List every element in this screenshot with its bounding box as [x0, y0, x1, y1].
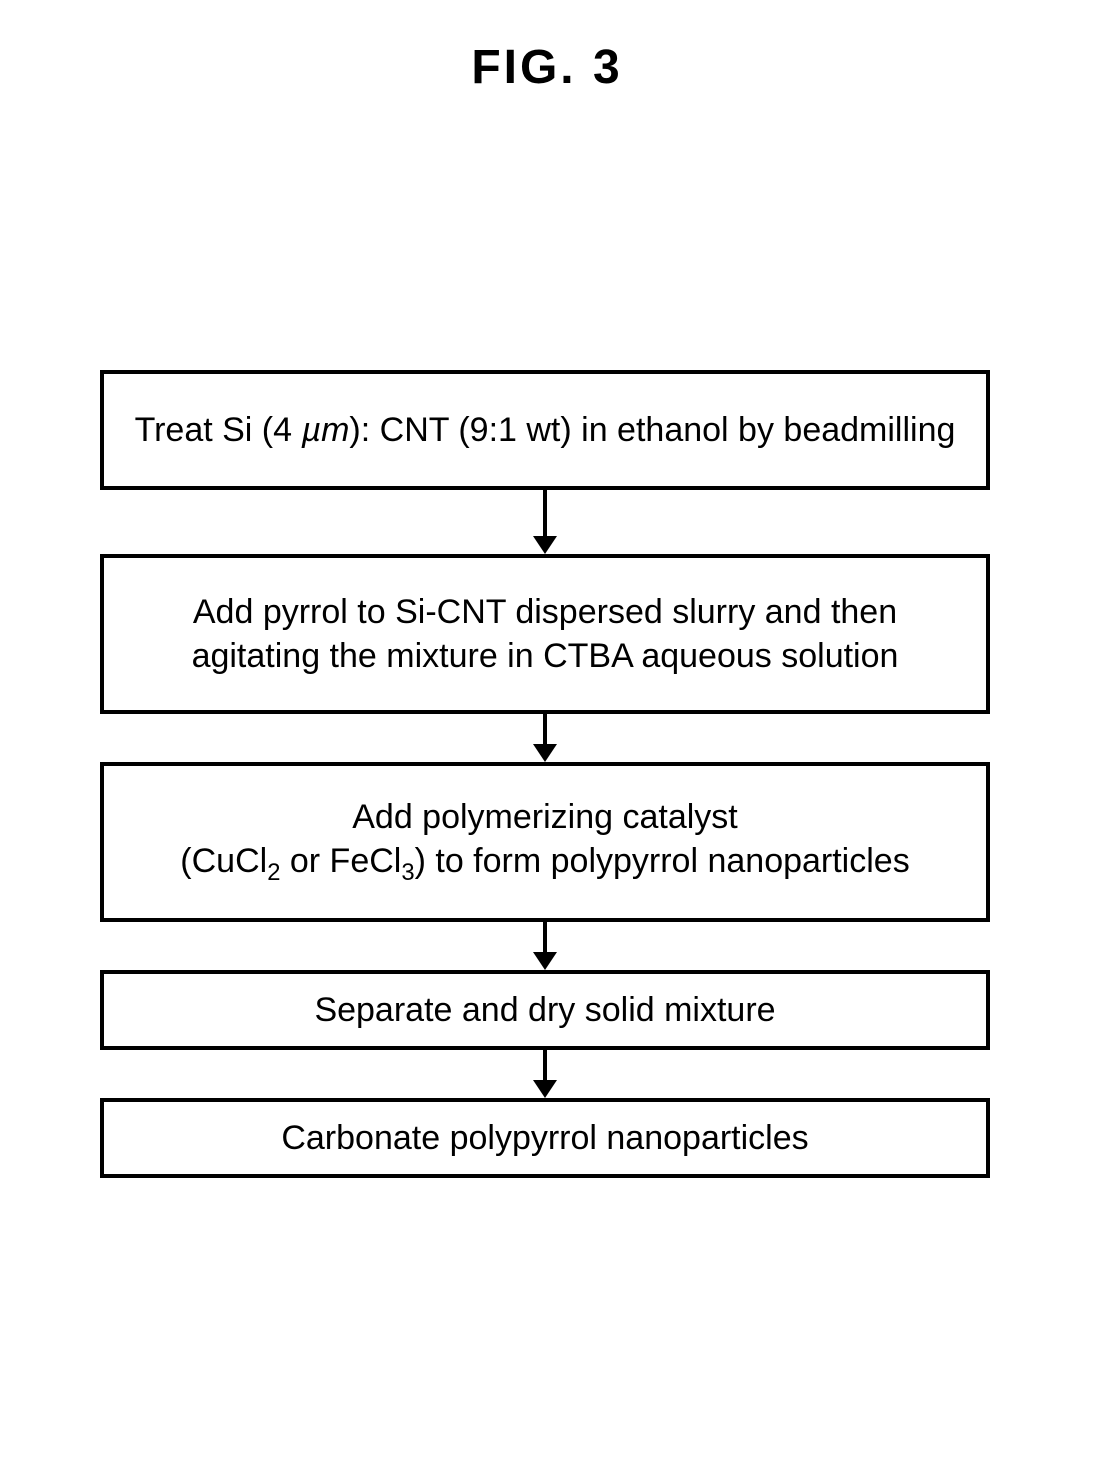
arrow-1-head	[533, 536, 557, 554]
arrow-4-head	[533, 1080, 557, 1098]
step3-sub1: 2	[267, 859, 280, 886]
flow-step-5: Carbonate polypyrrol nanoparticles	[100, 1098, 990, 1178]
arrow-2-shaft	[543, 714, 547, 744]
step1-post: ): CNT (9:1 wt) in ethanol by beadmillin…	[349, 411, 955, 449]
arrow-4-shaft	[543, 1050, 547, 1080]
figure-title: FIG. 3	[0, 40, 1094, 95]
arrow-3-shaft	[543, 922, 547, 952]
step3-l2b: or FeCl	[280, 842, 401, 880]
arrow-1-shaft	[543, 490, 547, 536]
arrow-3	[533, 922, 557, 970]
step1-unit: µm	[302, 411, 350, 449]
flow-step-2-text: Add pyrrol to Si-CNT dispersed slurry an…	[132, 590, 958, 678]
flow-step-3-text: Add polymerizing catalyst (CuCl2 or FeCl…	[132, 795, 958, 889]
step3-line1: Add polymerizing catalyst	[352, 798, 738, 836]
arrow-2-head	[533, 744, 557, 762]
arrow-1	[533, 490, 557, 554]
step3-l2c: ) to form polypyrrol nanoparticles	[415, 842, 910, 880]
step3-l2a: (CuCl	[180, 842, 267, 880]
step3-sub2: 3	[401, 859, 414, 886]
flowchart: Treat Si (4 µm): CNT (9:1 wt) in ethanol…	[95, 370, 995, 1178]
flow-step-1-text: Treat Si (4 µm): CNT (9:1 wt) in ethanol…	[132, 408, 958, 452]
flow-step-1: Treat Si (4 µm): CNT (9:1 wt) in ethanol…	[100, 370, 990, 490]
flow-step-2: Add pyrrol to Si-CNT dispersed slurry an…	[100, 554, 990, 714]
flow-step-4-text: Separate and dry solid mixture	[132, 988, 958, 1032]
step1-pre: Treat Si (4	[135, 411, 302, 449]
flow-step-3: Add polymerizing catalyst (CuCl2 or FeCl…	[100, 762, 990, 922]
arrow-3-head	[533, 952, 557, 970]
page: FIG. 3 Treat Si (4 µm): CNT (9:1 wt) in …	[0, 0, 1094, 1469]
flow-step-5-text: Carbonate polypyrrol nanoparticles	[132, 1116, 958, 1160]
arrow-4	[533, 1050, 557, 1098]
flow-step-4: Separate and dry solid mixture	[100, 970, 990, 1050]
arrow-2	[533, 714, 557, 762]
